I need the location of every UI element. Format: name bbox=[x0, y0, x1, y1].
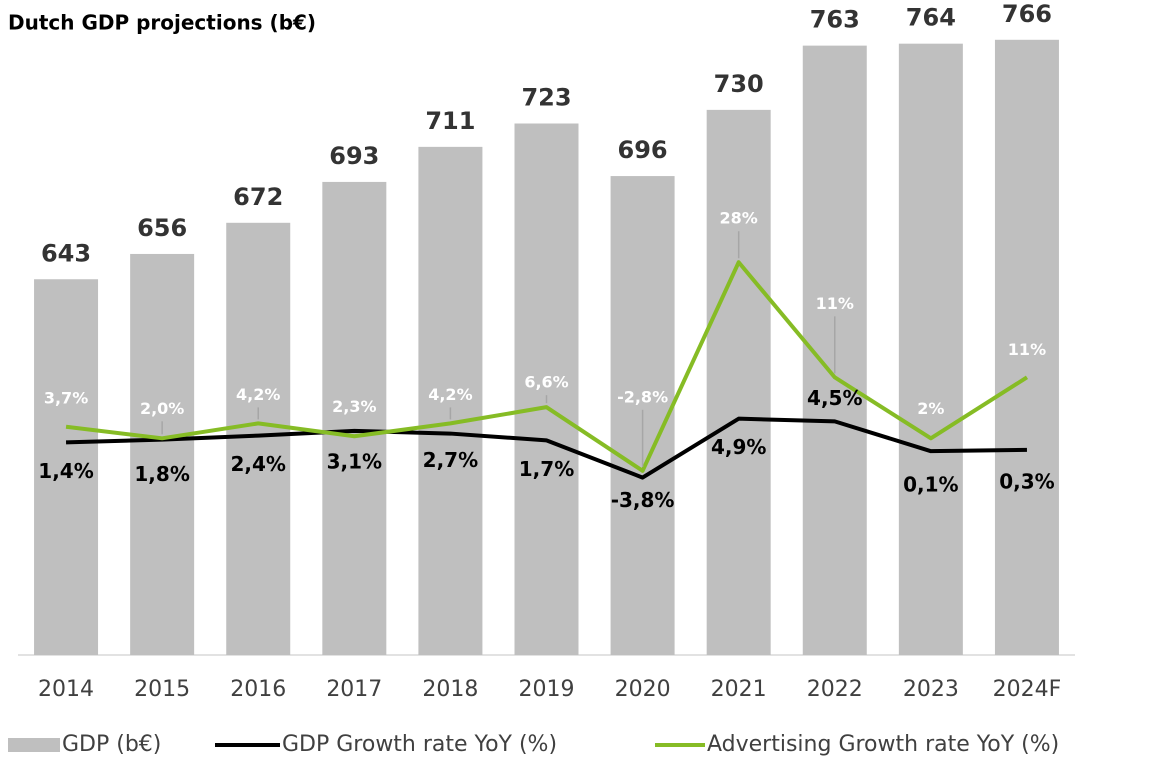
legend-label: Advertising Growth rate YoY (%) bbox=[707, 732, 1059, 757]
bar-value-label: 711 bbox=[425, 107, 475, 135]
line-value-label: 1,7% bbox=[519, 457, 574, 481]
line-series bbox=[65, 260, 1029, 473]
bar bbox=[994, 39, 1059, 656]
x-tick-label: 2024F bbox=[993, 677, 1062, 702]
x-tick-label: 2023 bbox=[903, 677, 959, 702]
bar-value-label: 730 bbox=[714, 70, 764, 98]
bar bbox=[514, 123, 579, 656]
bar-value-label: 723 bbox=[521, 84, 571, 112]
line-value-label: -2,8% bbox=[617, 387, 668, 406]
bar-value-label: 643 bbox=[41, 239, 91, 267]
line-value-label: 4,2% bbox=[428, 385, 472, 404]
bar-value-label: 766 bbox=[1002, 0, 1052, 28]
bar bbox=[226, 222, 291, 655]
bar-value-label: 672 bbox=[233, 183, 283, 211]
x-tick-label: 2018 bbox=[422, 677, 478, 702]
x-tick-label: 2014 bbox=[38, 677, 94, 702]
legend-label: GDP (b€) bbox=[62, 732, 161, 757]
line-value-label: 0,3% bbox=[999, 469, 1054, 493]
line-value-label: 1,8% bbox=[134, 462, 189, 486]
x-tick-label: 2015 bbox=[134, 677, 190, 702]
line-value-label: 2,7% bbox=[423, 448, 478, 472]
legend-label: GDP Growth rate YoY (%) bbox=[282, 732, 557, 757]
line-value-label: 3,7% bbox=[44, 388, 88, 407]
line-value-label: 11% bbox=[1008, 340, 1046, 359]
x-tick-label: 2019 bbox=[519, 677, 575, 702]
bar bbox=[322, 181, 387, 656]
bar bbox=[418, 146, 483, 655]
bar-value-label: 696 bbox=[618, 136, 668, 164]
line-value-label: 2% bbox=[917, 399, 944, 418]
bar bbox=[130, 253, 195, 655]
chart-title: Dutch GDP projections (b€) bbox=[8, 11, 316, 35]
bar bbox=[34, 279, 99, 655]
bar bbox=[898, 43, 963, 655]
bar bbox=[706, 109, 771, 655]
line-value-label: -3,8% bbox=[611, 488, 675, 512]
line-value-label: 0,1% bbox=[903, 473, 958, 497]
legend-swatch bbox=[8, 738, 60, 752]
x-tick-label: 2022 bbox=[807, 677, 863, 702]
line-value-label: 3,1% bbox=[327, 449, 382, 473]
bar-value-label: 693 bbox=[329, 142, 379, 170]
line-value-label: 11% bbox=[816, 294, 854, 313]
line-value-label: 4,2% bbox=[236, 385, 280, 404]
line-value-label: 2,3% bbox=[332, 397, 376, 416]
bar-value-label: 656 bbox=[137, 214, 187, 242]
bar-value-label: 764 bbox=[906, 4, 956, 32]
x-tick-label: 2021 bbox=[711, 677, 767, 702]
line-value-label: 1,4% bbox=[38, 459, 93, 483]
bar-value-label: 763 bbox=[810, 6, 860, 34]
x-tick-label: 2017 bbox=[326, 677, 382, 702]
x-tick-label: 2020 bbox=[615, 677, 671, 702]
x-tick-label: 2016 bbox=[230, 677, 286, 702]
line-value-label: 6,6% bbox=[524, 373, 568, 392]
line-value-label: 28% bbox=[720, 209, 758, 228]
line-value-label: 2,4% bbox=[230, 452, 285, 476]
line-value-label: 4,5% bbox=[807, 386, 862, 410]
line-value-label: 4,9% bbox=[711, 435, 766, 459]
line-series bbox=[65, 416, 1027, 480]
line-value-label: 2,0% bbox=[140, 399, 184, 418]
